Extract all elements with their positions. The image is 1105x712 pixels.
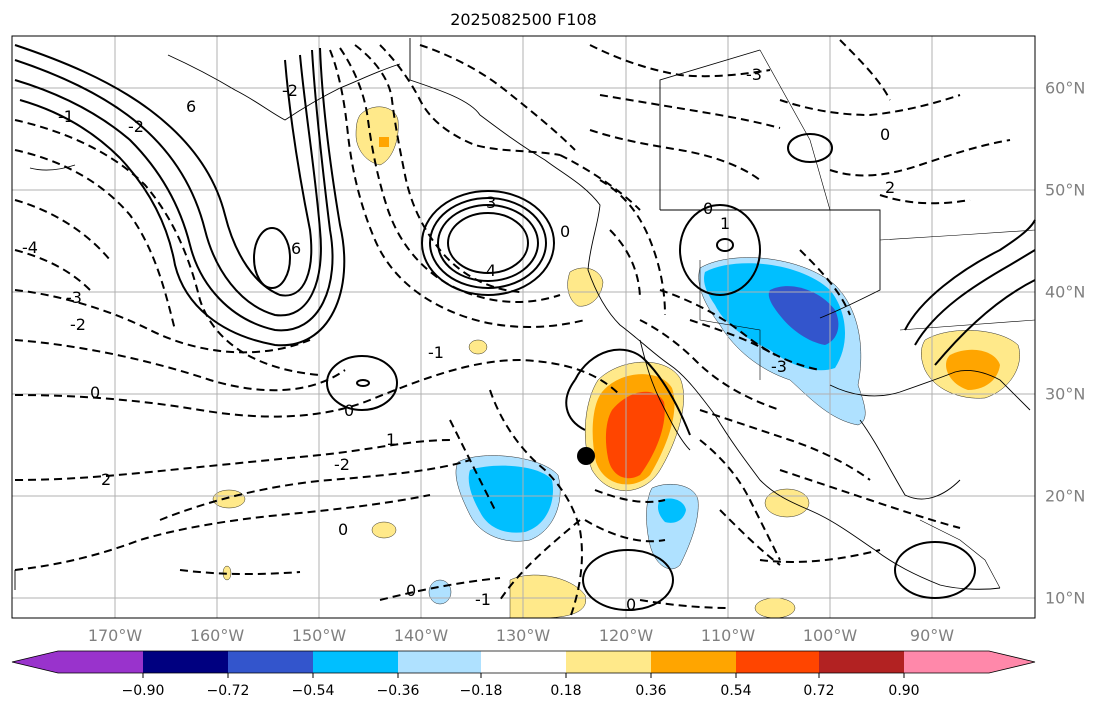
longitude-label: 170°W [87,626,143,645]
location-marker [577,447,595,465]
contour-label: 0 [880,125,890,144]
colorbar-tick-label: −0.18 [459,683,503,699]
contour-label: 2 [885,178,895,197]
contour-label: -1 [475,590,491,609]
colorbar-tick-label: −0.72 [206,683,250,699]
map-frame [11,35,1036,619]
contour-label: 6 [186,97,196,116]
contour-label: -1 [428,343,444,362]
contour-label: 3 [486,193,496,212]
contour-label: 4 [486,261,496,280]
latitude-label: 40°N [1045,282,1086,302]
latitude-label: 30°N [1045,384,1086,404]
contour-labels: 6 -1 -2 -3 -4 3 4 0 -3 -2 -1 0 0 -2 1 2 … [22,65,895,614]
contour-label: -2 [128,117,144,136]
longitude-label: 130°W [495,626,551,645]
contour-label: 0 [703,199,713,218]
contour-label: -3 [771,357,787,376]
contour-label: 2 [101,470,111,489]
gridlines [12,36,1035,618]
longitude-label: 150°W [291,626,347,645]
colorbar-tick-label: 0.36 [635,683,667,699]
longitude-label: 160°W [189,626,245,645]
colorbar-extend-low [12,651,58,673]
latitude-label: 10°N [1045,588,1086,608]
latitude-label: 20°N [1045,486,1086,506]
contour-label: -2 [334,455,350,474]
longitude-label: 90°W [909,626,955,645]
colorbar-tick-label: 0.18 [550,683,582,699]
colorbar-tick-label: 0.72 [803,683,835,699]
contour-label: 0 [560,222,570,241]
latitude-label: 50°N [1045,180,1086,200]
contour-label: 1 [720,214,730,233]
longitude-label: 110°W [700,626,756,645]
contour-label: 0 [406,581,416,600]
longitude-label: 140°W [393,626,449,645]
contour-label: 0 [338,520,348,539]
contour-label: 0 [626,595,636,614]
latitude-label: 60°N [1045,78,1086,98]
contour-label: -2 [282,81,298,100]
contour-label: -3 [746,65,762,84]
contour-label: -2 [70,315,86,334]
longitude-label: 100°W [802,626,858,645]
contour-label: -4 [22,238,38,257]
colorbar-tick-label: 0.90 [888,683,920,699]
shaded-field [212,106,1020,619]
colorbar-tick-label: −0.36 [376,683,420,699]
colorbar-extend-high [989,651,1035,673]
contour-label: 1 [386,430,396,449]
colorbar-tick-label: 0.54 [720,683,752,699]
contour-label: 0 [344,401,354,420]
colorbar [11,650,1036,678]
longitude-label: 120°W [598,626,654,645]
contour-label: -3 [66,288,82,307]
contour-label: 6 [291,239,301,258]
contour-label: 0 [90,383,100,402]
colorbar-tick-label: −0.54 [291,683,335,699]
coastlines [14,38,1036,590]
colorbar-tick-label: −0.90 [121,683,165,699]
contour-lines [14,44,1036,611]
dashed-contours [14,39,1011,619]
contour-label: -1 [58,107,74,126]
map-title: 2025082500 F108 [450,10,597,29]
